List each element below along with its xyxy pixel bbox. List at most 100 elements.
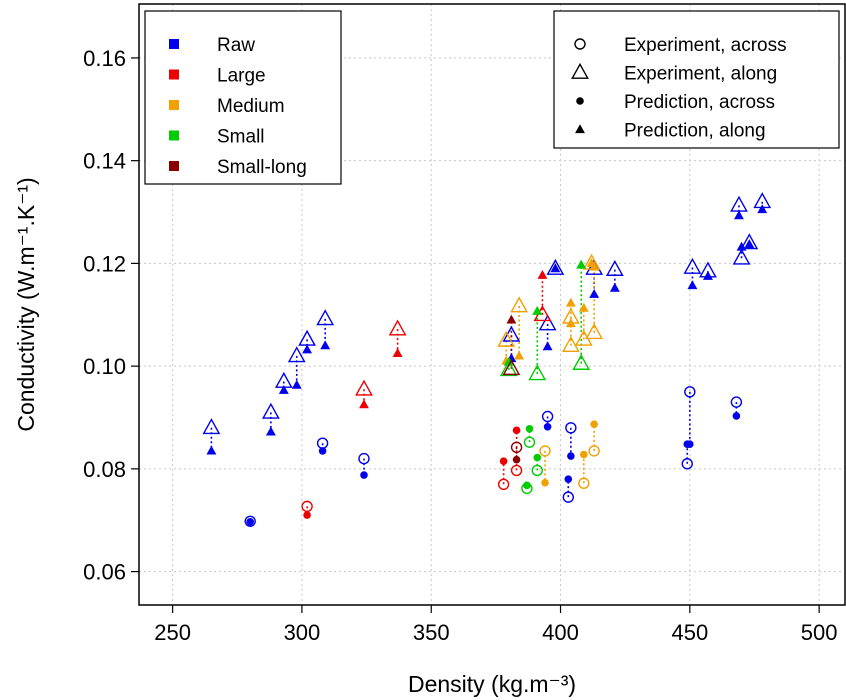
point-large-experiment-along bbox=[355, 379, 373, 396]
legend-series-label: Large bbox=[217, 66, 266, 87]
point-medium-experiment-across bbox=[539, 445, 551, 457]
point-small-experiment-along bbox=[499, 360, 518, 377]
point-raw-prediction-across bbox=[567, 452, 575, 460]
legend-swatch bbox=[169, 69, 179, 80]
point-medium-experiment-across bbox=[588, 445, 600, 457]
y-tick-label: 0.12 bbox=[83, 251, 126, 276]
point-raw-prediction-across bbox=[360, 471, 368, 479]
legend-markers: Experiment, across Experiment, along Predi… bbox=[553, 10, 840, 149]
legend-swatch bbox=[169, 100, 179, 110]
legend-series-label: Raw bbox=[217, 35, 255, 56]
point-small-prediction-across bbox=[525, 425, 534, 433]
point-small-experiment-along bbox=[572, 353, 591, 370]
point-raw-prediction-along bbox=[206, 445, 217, 455]
point-small-experiment-across bbox=[523, 436, 536, 448]
legend-marker-label: Experiment, along bbox=[624, 64, 777, 85]
point-raw-experiment-along bbox=[538, 314, 557, 331]
point-medium-prediction-across bbox=[580, 450, 588, 459]
point-medium-experiment-along bbox=[497, 330, 516, 347]
point-large-experiment-along bbox=[388, 319, 407, 336]
legend-marker-label: Prediction, along bbox=[624, 121, 766, 142]
legend-marker-open-triangle bbox=[571, 62, 589, 79]
point-raw-prediction-along bbox=[589, 288, 600, 298]
point-medium-experiment-along bbox=[510, 296, 529, 313]
x-tick-label: 500 bbox=[801, 620, 838, 645]
legend-swatch bbox=[169, 39, 179, 49]
legend-marker-label: Experiment, across bbox=[624, 35, 787, 56]
point-small-long-prediction-along bbox=[506, 314, 517, 324]
point-small-experiment-along bbox=[528, 364, 547, 381]
x-tick-label: 350 bbox=[413, 620, 450, 645]
point-raw-experiment-across bbox=[358, 452, 370, 465]
legend-series: Raw Large Medium Small Small-long bbox=[144, 10, 342, 185]
point-raw-experiment-across bbox=[562, 491, 574, 503]
point-small-experiment-across bbox=[531, 464, 543, 477]
point-large-experiment-across bbox=[497, 478, 510, 490]
x-tick-label: 400 bbox=[542, 620, 579, 645]
point-large-prediction-along bbox=[537, 269, 548, 279]
point-raw-prediction-along bbox=[702, 270, 713, 280]
point-small-prediction-along bbox=[532, 305, 543, 315]
legend-series-label: Small-long bbox=[217, 157, 307, 178]
point-raw-experiment-along bbox=[683, 257, 702, 274]
point-raw-experiment-along bbox=[262, 402, 280, 419]
point-large-prediction-along bbox=[359, 399, 369, 409]
point-raw-experiment-across bbox=[684, 386, 696, 398]
legend-markers-box bbox=[553, 10, 840, 149]
point-raw-prediction-along bbox=[278, 385, 289, 394]
x-tick-label: 300 bbox=[284, 620, 321, 645]
point-raw-prediction-along bbox=[687, 280, 698, 290]
point-raw-prediction-along bbox=[291, 379, 302, 389]
x-tick-label: 250 bbox=[154, 620, 191, 645]
point-raw-prediction-along bbox=[744, 239, 755, 249]
point-small-long-experiment-along bbox=[502, 359, 521, 376]
y-tick-label: 0.08 bbox=[83, 457, 126, 482]
point-raw-experiment-along bbox=[316, 309, 335, 326]
point-raw-prediction-along bbox=[609, 282, 620, 292]
point-raw-experiment-along bbox=[202, 418, 221, 435]
point-raw-experiment-along bbox=[298, 329, 316, 346]
point-raw-experiment-across bbox=[681, 458, 693, 470]
y-tick-label: 0.10 bbox=[83, 354, 126, 379]
point-raw-prediction-across bbox=[246, 517, 255, 526]
x-axis-title: Density (kg.m⁻³) bbox=[408, 671, 576, 697]
point-raw-prediction-across bbox=[318, 447, 327, 455]
axes: 250 300 350 400 450 500 0.06 0.08 0.10 0.12 0.14 0.… bbox=[83, 46, 837, 645]
y-tick-label: 0.16 bbox=[83, 46, 126, 71]
point-small-long-prediction-across bbox=[512, 455, 521, 464]
point-raw-prediction-across bbox=[732, 412, 741, 420]
point-medium-prediction-across bbox=[590, 420, 598, 428]
legend-series-label: Small bbox=[217, 127, 265, 148]
plot-frame bbox=[138, 3, 846, 606]
point-small-prediction-along bbox=[503, 356, 514, 366]
point-medium-experiment-across bbox=[578, 477, 590, 489]
point-raw-prediction-along bbox=[302, 344, 313, 354]
point-raw-prediction-along bbox=[757, 204, 768, 214]
point-medium-prediction-along bbox=[565, 318, 576, 328]
point-medium-prediction-across bbox=[541, 478, 549, 487]
point-raw-experiment-across bbox=[541, 410, 554, 423]
y-axis-title: Conductivity (W.m⁻¹.K⁻¹) bbox=[13, 177, 39, 431]
legend-marker-label: Prediction, across bbox=[624, 92, 775, 113]
point-raw-experiment-across bbox=[244, 515, 256, 527]
point-medium-experiment-along bbox=[585, 323, 604, 340]
point-raw-experiment-along bbox=[287, 346, 306, 363]
point-medium-prediction-along bbox=[514, 350, 525, 360]
point-raw-experiment-along bbox=[740, 233, 759, 250]
point-raw-experiment-along bbox=[546, 258, 565, 275]
point-raw-experiment-across bbox=[730, 396, 743, 408]
y-tick-label: 0.06 bbox=[83, 560, 126, 585]
y-tick-label: 0.14 bbox=[83, 149, 126, 174]
point-raw-experiment-along bbox=[730, 195, 748, 212]
point-medium-prediction-along bbox=[565, 297, 576, 307]
point-medium-experiment-along bbox=[561, 335, 580, 352]
point-small-prediction-along bbox=[576, 259, 587, 269]
legend-swatch bbox=[169, 161, 179, 171]
point-raw-prediction-along bbox=[542, 341, 553, 351]
x-tick-label: 450 bbox=[671, 620, 708, 645]
point-raw-prediction-along bbox=[734, 210, 744, 220]
point-medium-prediction-along bbox=[578, 302, 589, 312]
point-large-experiment-across bbox=[510, 464, 523, 477]
point-raw-prediction-along bbox=[265, 426, 276, 436]
point-small-prediction-across bbox=[533, 453, 542, 462]
